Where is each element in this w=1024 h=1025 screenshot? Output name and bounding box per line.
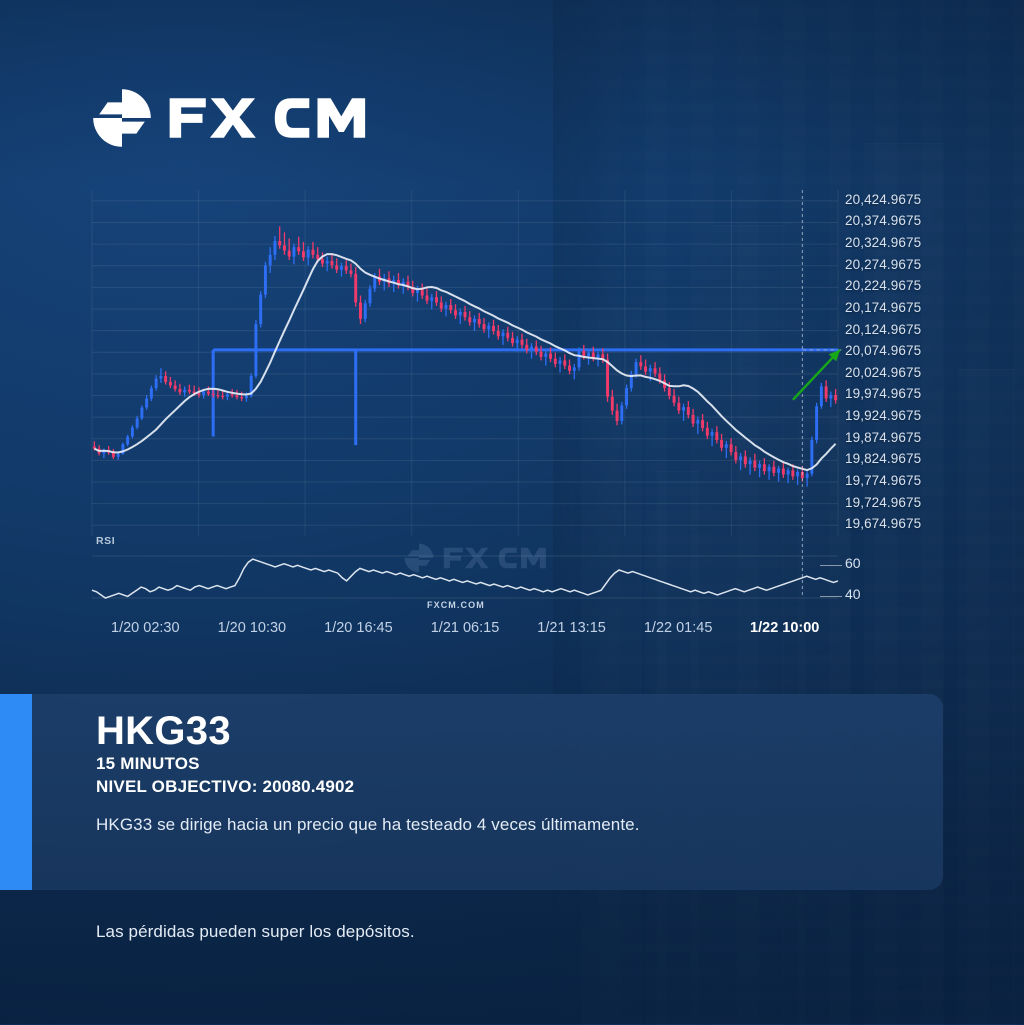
time-tick-label: 1/21 06:15: [430, 620, 500, 636]
time-tick-label: 1/22 01:45: [643, 620, 713, 636]
price-tick-label: 19,974.9675: [845, 386, 922, 402]
price-tick-label: 20,074.9675: [845, 343, 922, 359]
price-tick-label: 20,224.9675: [845, 278, 922, 294]
rsi-tick-label: 40: [845, 586, 861, 603]
fxcm-wordmark: [169, 98, 366, 138]
signal-description: HKG33 se dirige hacia un precio que ha t…: [96, 815, 640, 834]
price-tick-label: 20,274.9675: [845, 256, 922, 272]
time-axis: 1/20 02:30 1/20 10:30 1/20 16:45 1/21 06:15…: [0, 614, 1024, 642]
price-tick-label: 20,374.9675: [845, 213, 922, 229]
time-tick-label: 1/22 10:00: [750, 620, 820, 636]
time-tick-label: 1/20 16:45: [324, 620, 393, 636]
symbol-title: HKG33: [96, 709, 231, 753]
card-accent-bar: [0, 694, 32, 890]
target-level-label: NIVEL OBJECTIVO: 20080.4902: [96, 777, 355, 796]
price-tick-label: 20,324.9675: [845, 235, 922, 251]
fxcm-com-credit: FXCM.COM: [427, 600, 485, 610]
time-tick-label: 1/20 02:30: [111, 620, 180, 636]
price-tick-label: 19,824.9675: [845, 451, 922, 467]
price-tick-label: 20,424.9675: [845, 191, 922, 207]
price-tick-label: 20,024.9675: [845, 364, 922, 380]
price-tick-label: 19,674.9675: [845, 516, 922, 532]
time-tick-label: 1/21 13:15: [537, 620, 606, 636]
signal-info-card: HKG33 15 MINUTOS NIVEL OBJECTIVO: 20080.…: [32, 694, 943, 890]
price-tick-label: 19,874.9675: [845, 429, 922, 445]
price-tick-label: 19,724.9675: [845, 494, 922, 510]
time-tick-label: 1/20 10:30: [217, 620, 287, 636]
fxcm-logo: [92, 88, 382, 148]
rsi-tick-mark: [820, 565, 842, 567]
risk-disclaimer: Las pérdidas pueden super los depósitos.: [96, 922, 415, 941]
rsi-tick-mark: [820, 596, 842, 598]
price-tick-label: 20,124.9675: [845, 321, 922, 337]
fxcm-z-logo-icon: [93, 89, 151, 147]
rsi-tick-label: 60: [845, 555, 861, 572]
price-tick-label: 20,174.9675: [845, 299, 922, 315]
rsi-indicator-label: RSI: [96, 535, 116, 547]
price-tick-label: 19,924.9675: [845, 408, 922, 424]
timeframe-label: 15 MINUTOS: [96, 754, 200, 773]
candlestick-chart-svg: [91, 190, 842, 599]
price-tick-label: 19,774.9675: [845, 472, 922, 488]
